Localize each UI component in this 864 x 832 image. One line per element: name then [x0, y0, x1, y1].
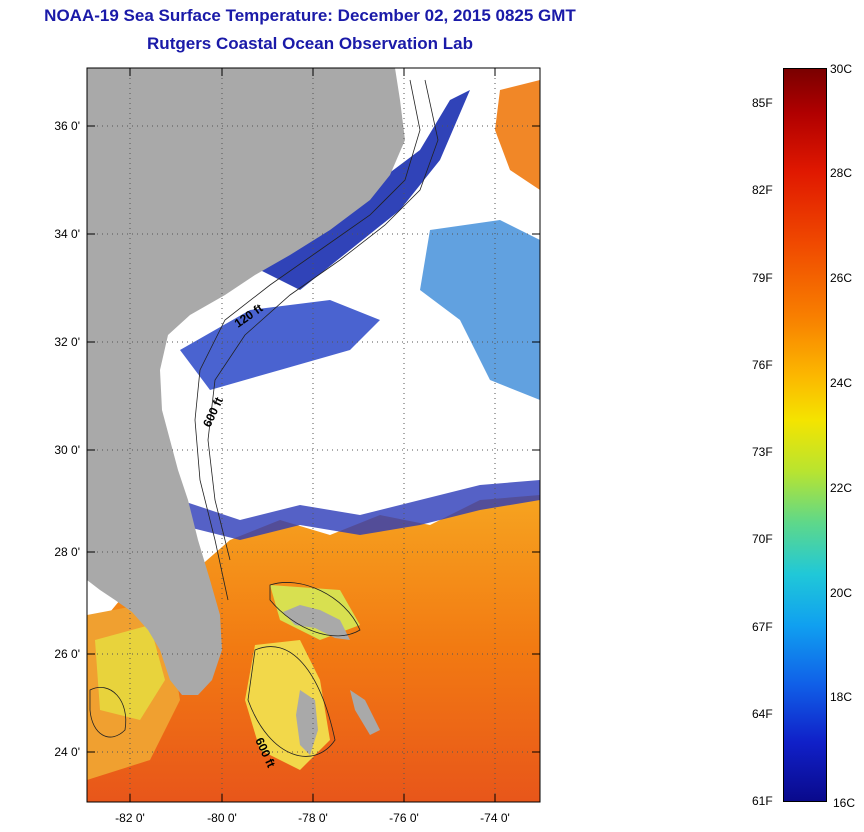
- colorbar-c-label: 20C: [830, 586, 853, 600]
- colorbar-f-label: 73F: [752, 445, 773, 459]
- lon-label: -78 0': [298, 811, 328, 825]
- temperature-colorbar: [783, 68, 827, 802]
- colorbar-f-label: 67F: [752, 620, 773, 634]
- lon-label: -80 0': [207, 811, 237, 825]
- colorbar-f-label: 85F: [752, 96, 773, 110]
- warm-offshore-ne: [495, 80, 540, 190]
- lat-gridlines: [87, 125, 540, 753]
- map-title: NOAA-19 Sea Surface Temperature: Decembe…: [44, 6, 576, 25]
- colorbar-c-label: 18C: [830, 690, 853, 704]
- lat-label: 26 0': [54, 647, 80, 661]
- cold-water-offshore: [420, 220, 540, 400]
- cold-water-band-mid: [180, 300, 380, 390]
- land-mainland: [87, 68, 405, 695]
- land-eleuthera: [350, 690, 380, 735]
- colorbar-c-label: 22C: [830, 481, 853, 495]
- lat-label: 34 0': [54, 227, 80, 241]
- colorbar-min-label: 16C: [833, 796, 856, 810]
- map-subtitle: Rutgers Coastal Ocean Observation Lab: [147, 34, 473, 53]
- axis-ticks: [87, 68, 540, 802]
- lat-label: 30 0': [54, 443, 80, 457]
- lon-label: -82 0': [115, 811, 145, 825]
- lat-label: 36 0': [54, 119, 80, 133]
- colorbar-f-label: 76F: [752, 358, 773, 372]
- bathymetry-contours: [89, 79, 439, 757]
- colorbar-f-label: 61F: [752, 794, 773, 808]
- lon-label: -74 0': [480, 811, 510, 825]
- colorbar-f-label: 79F: [752, 271, 773, 285]
- colorbar-f-label: 70F: [752, 532, 773, 546]
- colorbar-f-label: 82F: [752, 183, 773, 197]
- cold-edge-south: [180, 480, 540, 540]
- colorbar-c-label: 28C: [830, 166, 853, 180]
- colorbar-c-label: 26C: [830, 271, 853, 285]
- lon-label: -76 0': [389, 811, 419, 825]
- colorbar-max-label: 30C: [830, 62, 853, 76]
- land-grand-bahama: [283, 605, 350, 640]
- lat-label: 32 0': [54, 335, 80, 349]
- yellow-water-patch: [95, 625, 165, 720]
- latitude-labels: 36 0' 34 0' 32 0' 30 0' 28 0' 26 0' 24 0…: [54, 119, 80, 759]
- map-plot-area: 120 ft 600 ft 600 ft: [87, 68, 540, 802]
- lat-label: 28 0': [54, 545, 80, 559]
- colorbar-c-label: 24C: [830, 376, 853, 390]
- colorbar-f-label: 64F: [752, 707, 773, 721]
- longitude-labels: -82 0' -80 0' -78 0' -76 0' -74 0': [115, 811, 510, 825]
- lat-label: 24 0': [54, 745, 80, 759]
